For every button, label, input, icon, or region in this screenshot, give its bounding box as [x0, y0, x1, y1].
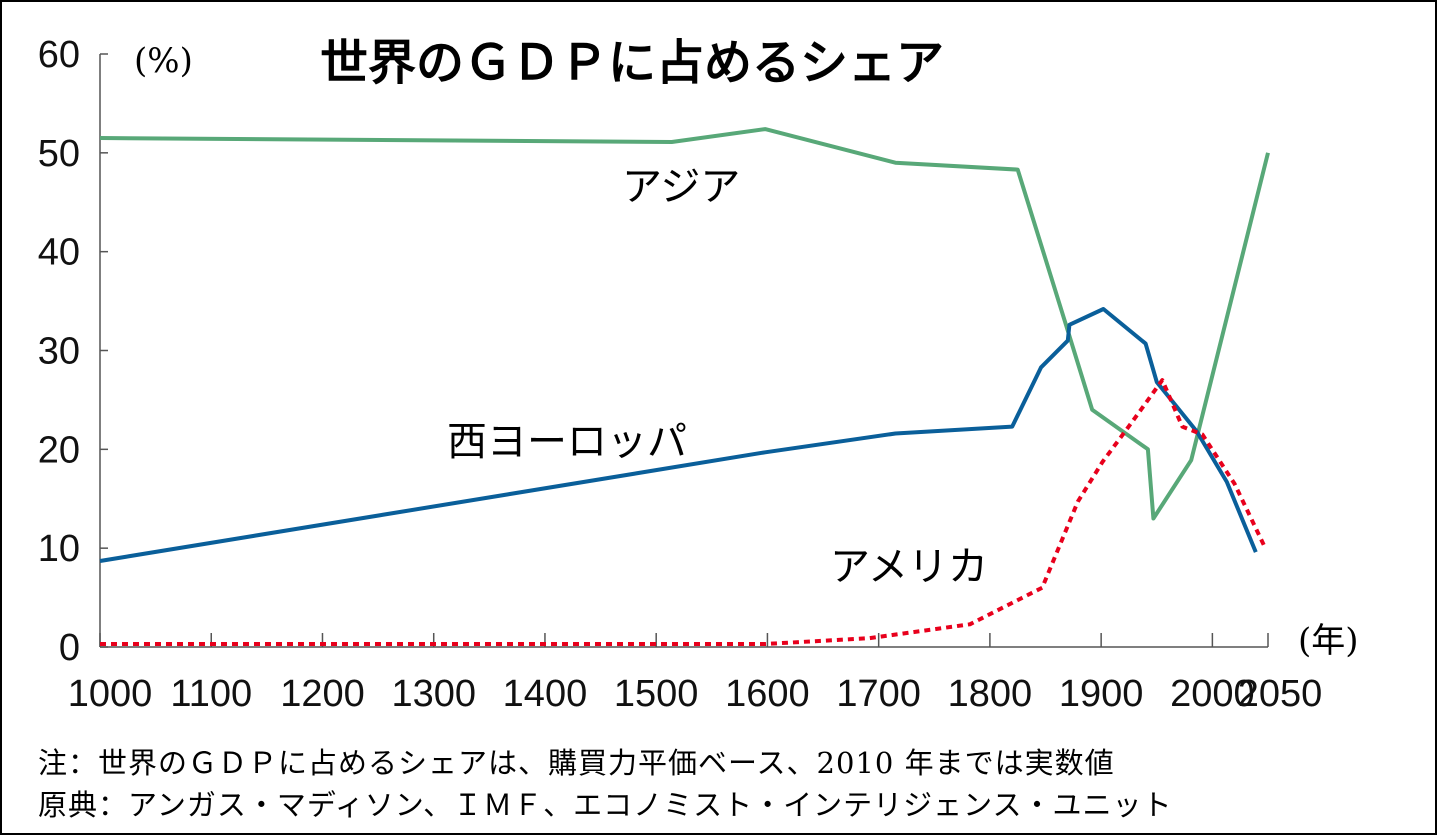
chart-title: 世界のＧＤＰに占めるシェア [320, 35, 944, 91]
note-text: 注：世界のＧＤＰに占めるシェアは、購買力平価ベース、2010 年までは実数値 [38, 746, 1115, 780]
x-tick-label: 1800 [948, 673, 1033, 715]
x-tick-label: 1200 [280, 673, 365, 715]
series-line-america [100, 378, 1268, 646]
source-text: 原典：アンガス・マディソン、ＩＭＦ、エコノミスト・インテリジェンス・ユニット [38, 788, 1173, 822]
y-tick-label: 10 [38, 528, 80, 570]
x-tick-label: 1300 [391, 673, 476, 715]
y-tick-label: 0 [59, 627, 80, 669]
x-tick-label: 1400 [503, 673, 588, 715]
x-tick-label: 2000 [1170, 673, 1255, 715]
label-western-europe: 西ヨーロッパ [447, 419, 687, 465]
x-tick-label: 1900 [1059, 673, 1144, 715]
y-tick-label: 60 [38, 34, 80, 76]
x-tick-label: 1500 [614, 673, 699, 715]
x-axis-unit: (年) [1298, 621, 1359, 661]
x-tick-label: 1100 [170, 673, 252, 715]
y-tick-label: 40 [38, 232, 80, 274]
x-tick-label: 2050 [1238, 673, 1323, 715]
x-tick-label: 1000 [68, 673, 153, 715]
label-america: アメリカ [830, 544, 988, 590]
y-tick-label: 50 [38, 133, 80, 175]
y-axis-unit: (%) [134, 41, 193, 81]
y-tick-label: 30 [38, 331, 80, 373]
y-tick-label: 20 [38, 429, 80, 471]
x-tick-label: 1600 [725, 673, 810, 715]
label-asia: アジア [622, 164, 740, 210]
x-tick-label: 1700 [836, 673, 921, 715]
